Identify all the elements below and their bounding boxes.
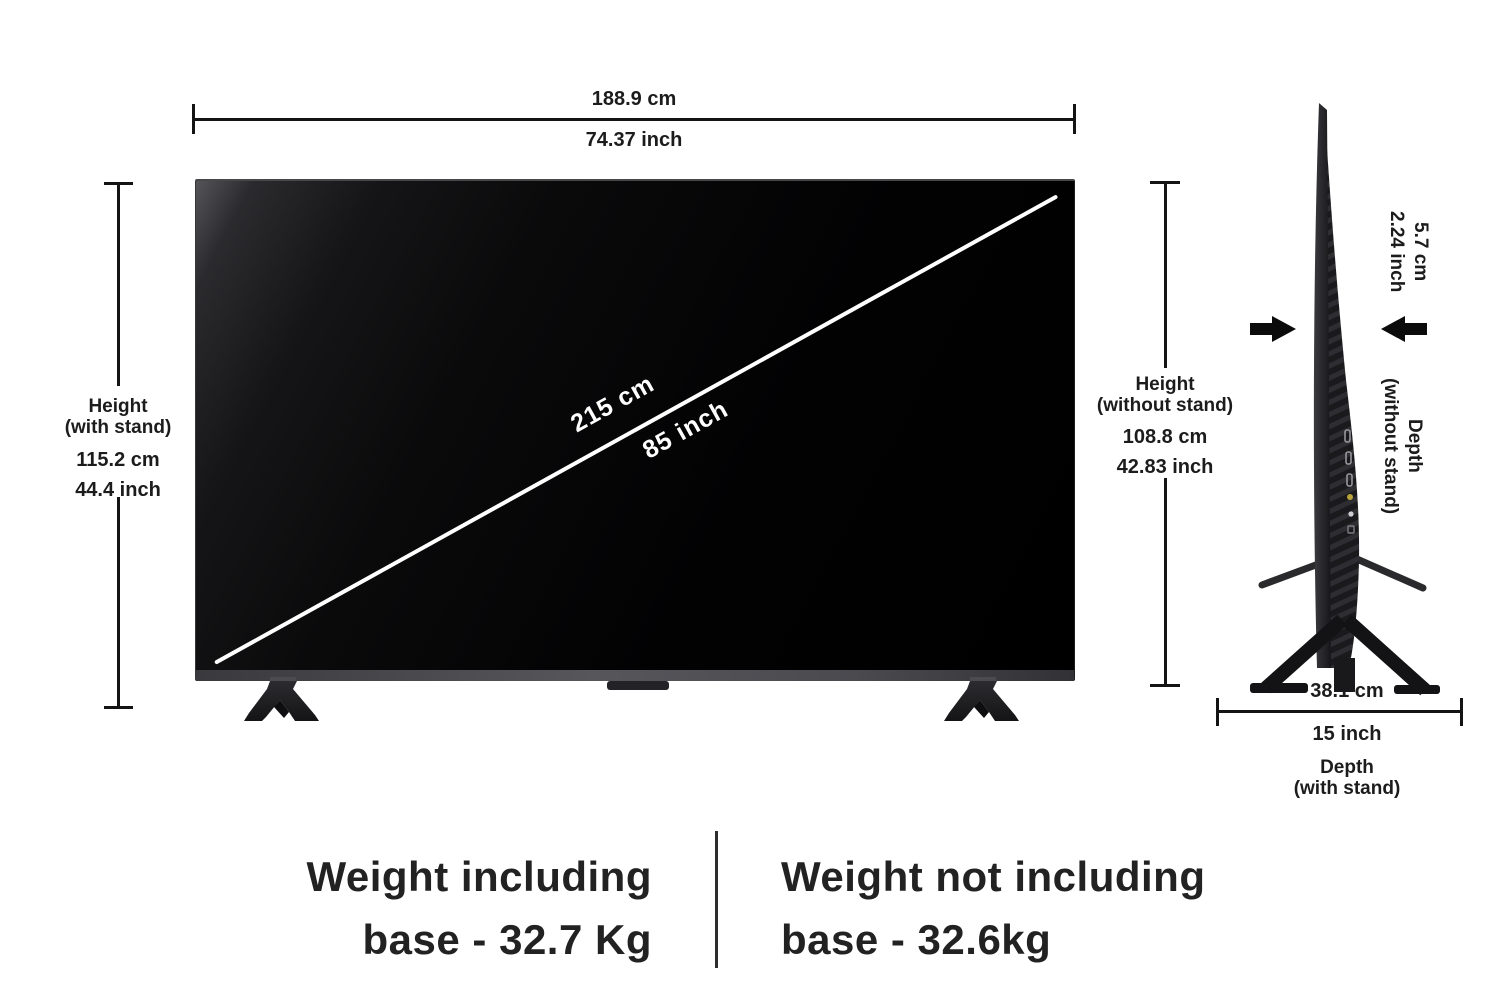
- side-back-panel: [1325, 118, 1360, 668]
- height-without-stand-cm: 108.8 cm: [1122, 426, 1208, 448]
- panel-depth-inch: 2.24 inch: [1386, 211, 1407, 293]
- height-with-stand-tick-top: [104, 182, 133, 185]
- stand-depth-tick-left: [1216, 698, 1219, 726]
- height-without-stand-line-bottom: [1164, 478, 1167, 686]
- width-dimension-tick-right: [1073, 104, 1076, 134]
- panel-depth-title-2: (without stand): [1380, 377, 1401, 515]
- width-dimension-line: [193, 118, 1075, 121]
- height-with-stand-inch: 44.4 inch: [75, 479, 161, 501]
- weight-excluding-line1: Weight not including: [781, 853, 1206, 900]
- weight-not-including-base: Weight not including base - 32.6kg: [781, 845, 1301, 971]
- height-without-stand-tick-top: [1150, 181, 1180, 184]
- weight-excluding-line2: base - 32.6kg: [781, 916, 1052, 963]
- tv-bottom-bezel: [196, 670, 1074, 681]
- side-ports: [1344, 429, 1355, 534]
- width-cm-label: 188.9 cm: [591, 88, 677, 110]
- panel-depth-title-rotated: Depth (without stand): [1378, 352, 1426, 540]
- height-with-stand-title-1: Height: [88, 396, 148, 417]
- stand-depth-title-block: Depth (with stand): [1197, 757, 1497, 799]
- front-left-foot: [244, 677, 319, 721]
- panel-depth-cm: 5.7 cm: [1410, 222, 1431, 282]
- depth-arrow-right: [1381, 316, 1427, 342]
- stand-depth-title-1: Depth: [1320, 757, 1374, 778]
- tv-side-view: [1250, 103, 1440, 696]
- height-without-stand-line-top: [1164, 182, 1167, 368]
- side-stand-near-legs: [1250, 614, 1440, 696]
- height-with-stand-label-block: Height (with stand) 115.2 cm 44.4 inch: [18, 396, 218, 502]
- weight-including-base: Weight including base - 32.7 Kg: [230, 845, 652, 971]
- width-inch-label: 74.37 inch: [585, 129, 683, 151]
- stand-depth-tick-right: [1460, 698, 1463, 726]
- weight-divider: [715, 831, 718, 968]
- weight-including-line1: Weight including: [306, 853, 652, 900]
- height-without-stand-label-block: Height (without stand) 108.8 cm 42.83 in…: [1065, 374, 1265, 479]
- front-right-foot: [944, 677, 1019, 721]
- width-dimension-tick-left: [192, 104, 195, 134]
- height-without-stand-title-2: (without stand): [1096, 395, 1234, 416]
- side-front-panel: [1313, 103, 1331, 668]
- height-with-stand-cm: 115.2 cm: [76, 449, 160, 471]
- stand-depth-inch-label: 15 inch: [1312, 723, 1382, 745]
- weight-including-line2: base - 32.7 Kg: [362, 916, 652, 963]
- panel-depth-value-rotated: 5.7 cm 2.24 inch: [1384, 196, 1432, 308]
- tv-logo-tab: [607, 681, 669, 690]
- panel-depth-title-1: Depth: [1404, 419, 1425, 473]
- height-without-stand-tick-bottom: [1150, 684, 1180, 687]
- height-without-stand-inch: 42.83 inch: [1116, 456, 1214, 478]
- depth-arrow-left: [1250, 316, 1296, 342]
- height-with-stand-tick-bottom: [104, 706, 133, 709]
- side-stand-neck: [1334, 658, 1355, 692]
- height-with-stand-line-bottom: [117, 497, 120, 709]
- stand-depth-line: [1218, 710, 1462, 713]
- stand-depth-title-2: (with stand): [1293, 778, 1401, 799]
- height-without-stand-title-1: Height: [1135, 374, 1195, 395]
- height-with-stand-title-2: (with stand): [64, 417, 172, 438]
- height-with-stand-line-top: [117, 183, 120, 386]
